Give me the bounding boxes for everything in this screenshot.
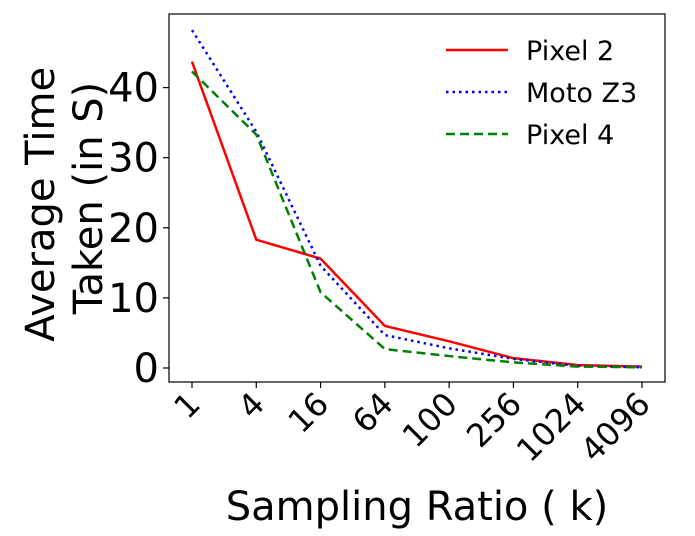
y-tick-label: 20 [108, 206, 159, 252]
y-tick-label: 40 [108, 66, 159, 112]
x-tick-label: 16 [281, 385, 337, 441]
series-layer [190, 29, 643, 369]
y-tick-label: 10 [108, 276, 159, 322]
x-tick-label: 1 [166, 385, 207, 426]
y-axis: 0 10 20 30 40 [108, 66, 169, 392]
series-line-pixel-4 [191, 70, 643, 369]
legend-label: Moto Z3 [526, 78, 637, 109]
x-tick-label: 4 [231, 385, 272, 426]
x-tick-label: 64 [345, 385, 401, 441]
legend-label: Pixel 2 [526, 36, 614, 67]
x-tick-label: 1024 [509, 385, 593, 469]
x-tick-label: 100 [395, 385, 465, 455]
plot-frame [168, 13, 666, 383]
x-tick-label: 4096 [573, 385, 657, 469]
y-axis-title-line-2: Taken (in S) [66, 82, 112, 316]
y-tick-label: 30 [108, 136, 159, 182]
y-axis-title: Average Time Taken (in S) [18, 54, 112, 342]
x-axis-title: Sampling Ratio ( k) [226, 484, 608, 530]
y-tick-label: 0 [134, 346, 159, 392]
legend-label: Pixel 4 [526, 120, 614, 151]
y-axis-title-line-1: Average Time [18, 67, 64, 342]
series-line-moto-z3 [190, 29, 643, 369]
legend: Pixel 2 Moto Z3 Pixel 4 [446, 36, 637, 151]
